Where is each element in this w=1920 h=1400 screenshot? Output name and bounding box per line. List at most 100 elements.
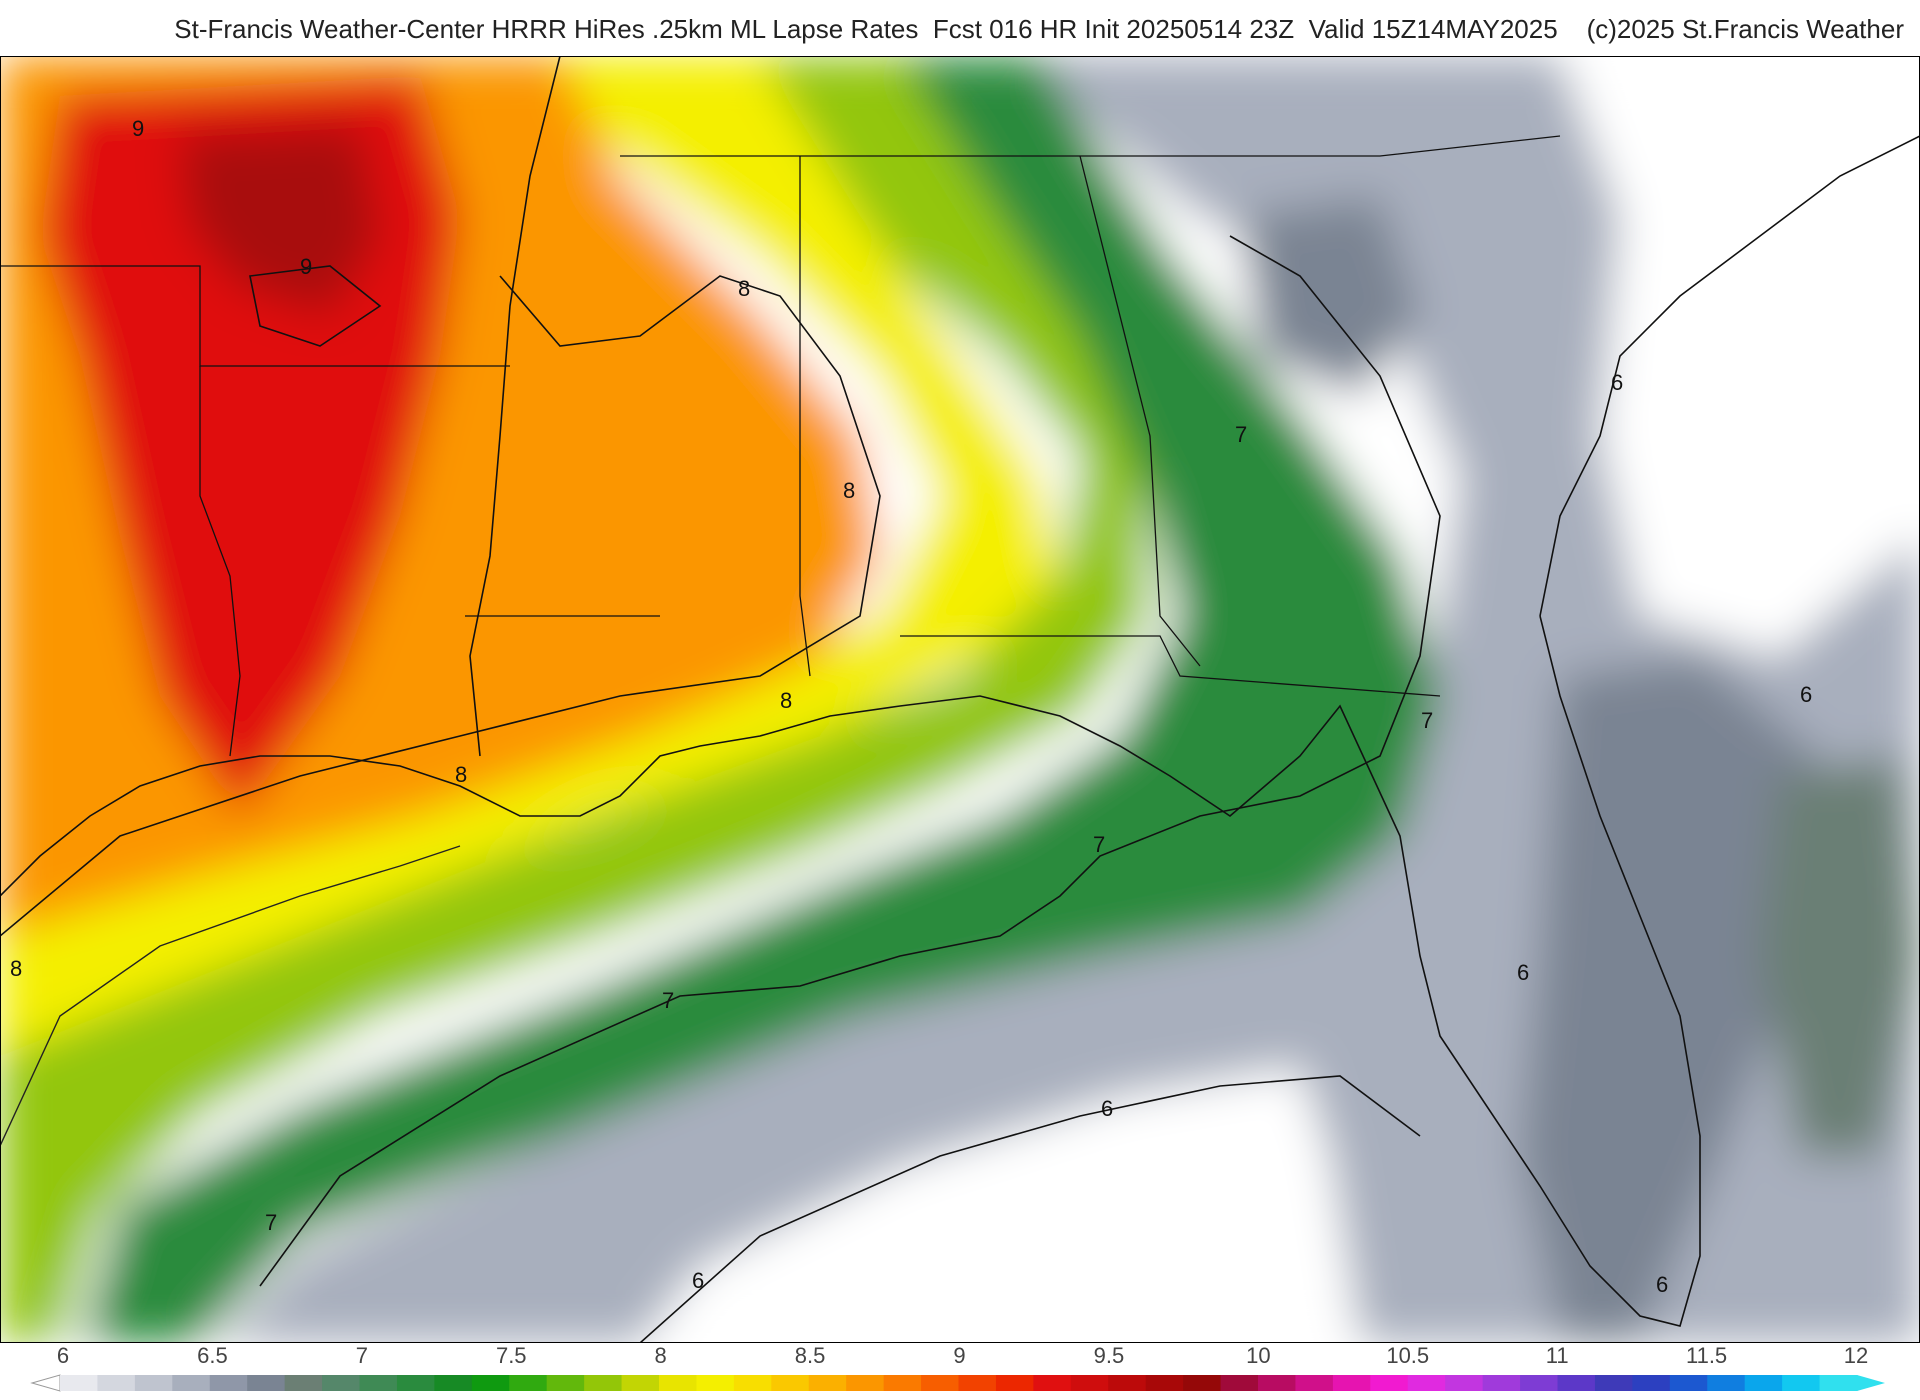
contour-lines	[0, 235, 1441, 1343]
colorbar-swatch	[1370, 1375, 1409, 1391]
colorbar-swatch	[471, 1375, 510, 1391]
map-title: St-Francis Weather-Center HRRR HiRes .25…	[174, 14, 1904, 44]
header-bar: St-Francis Weather-Center HRRR HiRes .25…	[0, 0, 1920, 56]
contour-label: 8	[843, 478, 855, 503]
ms-al-border	[799, 156, 811, 677]
colorbar-swatch	[1707, 1375, 1746, 1391]
lapse-rate-field	[0, 56, 1920, 1343]
colorbar-tick-label: 11.5	[1685, 1343, 1728, 1368]
colorbar-swatch	[995, 1375, 1034, 1391]
colorbar-swatch	[434, 1375, 473, 1391]
ok-tx-border	[0, 265, 510, 367]
colorbar-swatch	[1070, 1375, 1109, 1391]
colorbar-swatch	[247, 1375, 286, 1391]
mississippi-river	[469, 56, 561, 757]
atlantic-coastline	[1539, 135, 1920, 617]
gulf-coastline	[0, 615, 1701, 1327]
colorbar-tick-label: 9	[953, 1343, 966, 1368]
colorbar-swatch	[1557, 1375, 1596, 1391]
contour-labels: 9 9 8 8 8 8 8 7 7 7 7 7 6 6 6 6 6 6	[10, 116, 1812, 1297]
colorbar-swatch	[284, 1375, 323, 1391]
colorbar-swatch	[546, 1375, 585, 1391]
colorbar-swatch	[696, 1375, 735, 1391]
contour-label: 7	[662, 988, 674, 1013]
contour-label: 7	[1093, 832, 1105, 857]
contour-label: 9	[132, 116, 144, 141]
colorbar-swatch	[1108, 1375, 1147, 1391]
colorbar-swatch	[509, 1375, 548, 1391]
colorbar-swatch	[883, 1375, 922, 1391]
contour-7-line	[259, 235, 1441, 1287]
colorbar-swatch	[97, 1375, 136, 1391]
colorbar-swatch	[1520, 1375, 1559, 1391]
colorbar-swatch	[621, 1375, 660, 1391]
colorbar-min-arrow	[30, 1374, 61, 1392]
contour-9-line	[249, 265, 382, 347]
colorbar-swatch	[1445, 1375, 1484, 1391]
colorbar-swatch	[584, 1375, 623, 1391]
colorbar-swatch	[1183, 1375, 1222, 1391]
colorbar-swatch	[1782, 1375, 1821, 1391]
contour-label: 6	[1800, 682, 1812, 707]
colorbar-swatch	[808, 1375, 847, 1391]
coastline-layer	[0, 135, 1920, 1327]
colorbar-tick-label: 8	[654, 1343, 667, 1368]
contour-label: 6	[1101, 1096, 1113, 1121]
colorbar-swatch	[1482, 1375, 1521, 1391]
colorbar-swatch	[771, 1375, 810, 1391]
colorbar-swatch	[733, 1375, 772, 1391]
colorbar-swatch	[209, 1375, 248, 1391]
colorbar-swatch	[1744, 1375, 1783, 1391]
colorbar-swatch	[1669, 1375, 1708, 1391]
colorbar-max-arrow	[1857, 1375, 1885, 1391]
colorbar-swatch	[1332, 1375, 1371, 1391]
colorbar-swatch	[1033, 1375, 1072, 1391]
colorbar: 6 6.5 7 7.5 8 8.5 9 9.5 10 10.5 11 11.5 12	[0, 1343, 1920, 1400]
contour-label: 8	[738, 276, 750, 301]
gulf-shelf-contour	[0, 845, 461, 1147]
colorbar-swatch	[172, 1375, 211, 1391]
colorbar-tick-label: 9.5	[1093, 1343, 1125, 1368]
colorbar-swatch	[322, 1375, 361, 1391]
contour-label: 7	[265, 1210, 277, 1235]
colorbar-tick-label: 7	[355, 1343, 368, 1368]
colorbar-tick-label: 6.5	[197, 1343, 228, 1368]
contour-6-line	[639, 1075, 1421, 1343]
colorbar-swatch	[659, 1375, 698, 1391]
contour-label: 7	[1421, 708, 1433, 733]
al-ga-border	[1079, 155, 1201, 667]
colorbar-swatch	[359, 1375, 398, 1391]
colorbar-scale	[30, 1374, 1885, 1392]
contour-label: 8	[10, 956, 22, 981]
contour-label: 8	[455, 762, 467, 787]
contour-label: 6	[692, 1268, 704, 1293]
lapse-rate-map: 9 9 8 8 8 8 8 7 7 7 7 7 6 6 6 6 6 6	[0, 56, 1920, 1343]
colorbar-swatch	[1594, 1375, 1633, 1391]
colorbar-tick-label: 8.5	[794, 1343, 826, 1368]
colorbar-swatch	[958, 1375, 997, 1391]
colorbar-swatch	[1632, 1375, 1671, 1391]
colorbar-swatch	[1258, 1375, 1297, 1391]
colorbar-tick-label: 12	[1843, 1343, 1869, 1368]
colorbar-swatch	[1819, 1375, 1858, 1391]
colorbar-swatch	[1295, 1375, 1334, 1391]
contour-8-line	[0, 275, 881, 937]
ga-sc-border	[1080, 135, 1561, 157]
colorbar-swatch	[846, 1375, 885, 1391]
colorbar-swatch	[1220, 1375, 1259, 1391]
colorbar-tick-label: 10.5	[1386, 1343, 1430, 1368]
fl-line	[900, 635, 1441, 697]
contour-label: 8	[780, 688, 792, 713]
contour-label: 6	[1611, 370, 1623, 395]
contour-label: 9	[300, 254, 312, 279]
contour-label: 6	[1656, 1272, 1668, 1297]
tx-la-border	[199, 366, 241, 757]
colorbar-swatch	[1407, 1375, 1446, 1391]
colorbar-tick-label: 11	[1545, 1343, 1569, 1368]
state-borders-layer	[0, 56, 1561, 757]
colorbar-swatch	[134, 1375, 173, 1391]
colorbar-tick-label: 10	[1246, 1343, 1271, 1368]
colorbar-swatch	[921, 1375, 960, 1391]
contour-label: 7	[1235, 422, 1247, 447]
colorbar-swatch	[1145, 1375, 1184, 1391]
